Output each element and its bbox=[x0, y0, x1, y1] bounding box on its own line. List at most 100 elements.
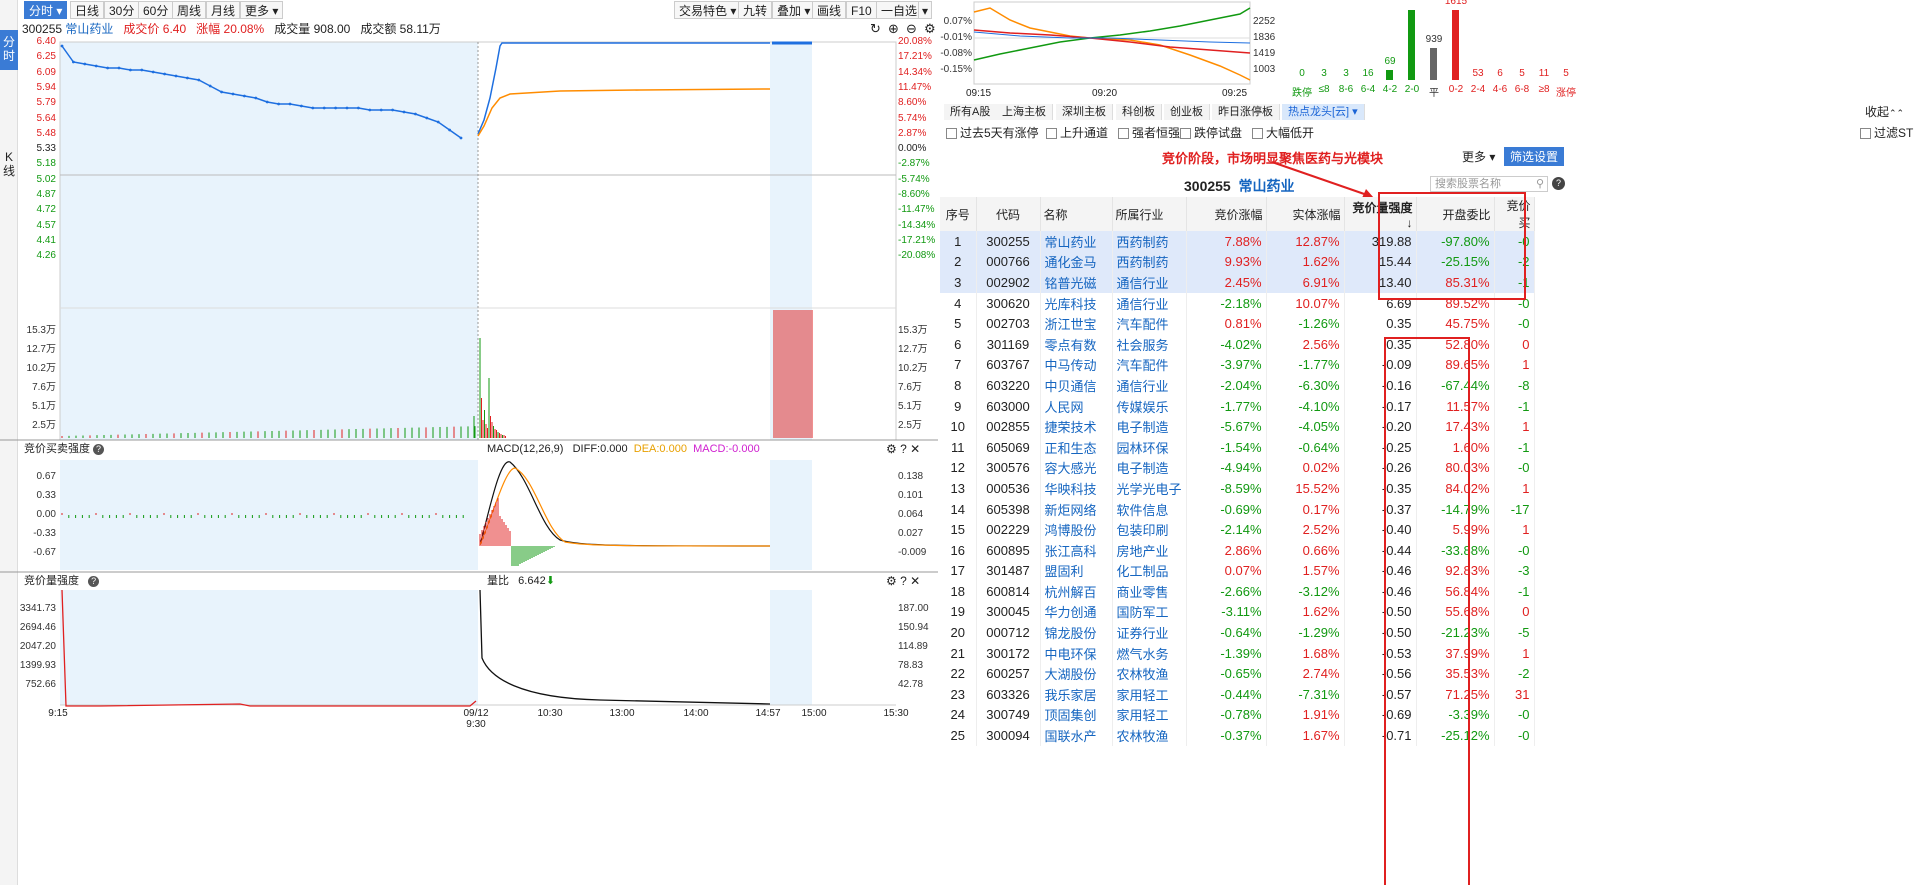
tab-daily[interactable]: 日线 bbox=[70, 1, 105, 19]
table-row[interactable]: 21 300172 中电环保 燃气水务 -1.39% 1.68% -0.53 37.99% 1 bbox=[940, 642, 1535, 664]
stock-name[interactable]: 常山药业 bbox=[65, 22, 114, 36]
tab-30min[interactable]: 30分 bbox=[104, 1, 140, 19]
help-icon[interactable]: ? bbox=[88, 576, 100, 587]
panel-close-icon[interactable]: ✕ bbox=[910, 442, 921, 456]
column-header[interactable]: 竞价量强度↓ bbox=[1344, 197, 1417, 231]
time-tick: 09/12 9:30 bbox=[463, 708, 489, 730]
table-cell: 园林环保 bbox=[1112, 436, 1187, 458]
filter-checkbox[interactable]: 大幅低开 bbox=[1252, 126, 1314, 140]
market-tab[interactable]: 所有A股 bbox=[944, 104, 998, 120]
panel-settings-icon[interactable]: ⚙ bbox=[886, 442, 897, 456]
market-tab[interactable]: 科创板 bbox=[1116, 104, 1162, 120]
stock-search-input[interactable]: 搜索股票名称 ⚲ bbox=[1430, 176, 1548, 192]
table-cell: 23 bbox=[940, 684, 977, 705]
filter-st[interactable]: 过滤ST bbox=[1860, 126, 1913, 140]
tab-weekly[interactable]: 周线 bbox=[172, 1, 207, 19]
distribution-label: 6-8 bbox=[1514, 84, 1530, 95]
table-cell: 通化金马 bbox=[1040, 251, 1113, 273]
watchlist-button[interactable]: 一自选 bbox=[876, 1, 923, 19]
filter-checkbox[interactable]: 强者恒强 bbox=[1118, 126, 1180, 140]
panel-help-icon[interactable]: ? bbox=[900, 442, 907, 456]
table-row[interactable]: 23 603326 我乐家居 家用轻工 -0.44% -7.31% -0.57 71.25% 3… bbox=[940, 684, 1535, 705]
column-header[interactable]: 实体涨幅 bbox=[1266, 197, 1345, 231]
table-cell: 1 bbox=[1494, 519, 1535, 540]
table-row[interactable]: 15 002229 鸿博股份 包装印刷 -2.14% 2.52% -0.40 5.99% 1 bbox=[940, 519, 1535, 540]
settings-gear-icon[interactable]: ⚙ bbox=[924, 21, 936, 36]
table-cell: 电子制造 bbox=[1112, 457, 1187, 479]
price-point bbox=[322, 106, 326, 110]
table-row[interactable]: 22 600257 大湖股份 农林牧渔 -0.65% 2.74% -0.56 35.53% -2 bbox=[940, 663, 1535, 685]
filter-checkbox[interactable]: 跌停试盘 bbox=[1180, 126, 1242, 140]
table-row[interactable]: 18 600814 杭州解百 商业零售 -2.66% -3.12% -0.46 56.84% -… bbox=[940, 581, 1535, 602]
table-help-icon[interactable]: ? bbox=[1552, 177, 1565, 190]
overlay-button[interactable]: 叠加 ▾ bbox=[772, 1, 816, 19]
table-cell: 31 bbox=[1494, 684, 1535, 705]
draw-line-button[interactable]: 画线 bbox=[812, 1, 847, 19]
nine-turn-button[interactable]: 九转 bbox=[738, 1, 773, 19]
table-row[interactable]: 6 301169 零点有数 社会服务 -4.02% 2.56% 0.35 52.80% 0 bbox=[940, 333, 1535, 355]
table-row[interactable]: 3 002902 铭普光磁 通信行业 2.45% 6.91% 13.40 85.31% -1 bbox=[940, 272, 1535, 293]
distribution-count: 11 bbox=[1538, 68, 1550, 79]
table-cell: 300749 bbox=[976, 704, 1041, 726]
table-row[interactable]: 5 002703 浙江世宝 汽车配件 0.81% -1.26% 0.35 45.75% -0 bbox=[940, 313, 1535, 334]
table-row[interactable]: 10 002855 捷荣技术 电子制造 -5.67% -4.05% -0.20 17.43% 1 bbox=[940, 416, 1535, 437]
table-row[interactable]: 24 300749 顶固集创 家用轻工 -0.78% 1.91% -0.69 -3.39% -0 bbox=[940, 704, 1535, 726]
table-row[interactable]: 16 600895 张江高科 房地产业 2.86% 0.66% -0.44 -33.88% -0 bbox=[940, 539, 1535, 561]
f10-button[interactable]: F10 bbox=[846, 1, 877, 19]
market-tab[interactable]: 昨日涨停板 bbox=[1212, 104, 1280, 120]
column-header[interactable]: 开盘委比 bbox=[1416, 197, 1495, 231]
table-row[interactable]: 13 000536 华映科技 光学光电子 -8.59% 15.52% -0.35 84.02%… bbox=[940, 478, 1535, 499]
market-tab[interactable]: 热点龙头[云] ▾ bbox=[1282, 104, 1365, 120]
column-header[interactable]: 序号 bbox=[940, 197, 977, 231]
table-row[interactable]: 11 605069 正和生态 园林环保 -1.54% -0.64% -0.25 1.60% -1 bbox=[940, 436, 1535, 458]
column-header[interactable]: 所属行业 bbox=[1112, 197, 1187, 231]
market-tab[interactable]: 创业板 bbox=[1164, 104, 1210, 120]
column-header[interactable]: 名称 bbox=[1040, 197, 1113, 231]
filter-checkbox[interactable]: 上升通道 bbox=[1046, 126, 1108, 140]
table-row[interactable]: 20 000712 锦龙股份 证券行业 -0.64% -1.29% -0.50 -21.23%… bbox=[940, 622, 1535, 643]
table-row[interactable]: 12 300576 容大感光 电子制造 -4.94% 0.02% -0.26 80.03% -0 bbox=[940, 457, 1535, 479]
table-row[interactable]: 14 605398 新炬网络 软件信息 -0.69% 0.17% -0.37 -14.79% -… bbox=[940, 498, 1535, 520]
market-tab[interactable]: 深圳主板 bbox=[1056, 104, 1113, 120]
intraday-chart[interactable] bbox=[0, 38, 938, 885]
tab-monthly[interactable]: 月线 bbox=[206, 1, 241, 19]
table-row[interactable]: 7 603767 中马传动 汽车配件 -3.97% -1.77% -0.09 89.65% 1 bbox=[940, 354, 1535, 376]
vtab-kline[interactable]: K线 bbox=[2, 150, 15, 178]
refresh-icon[interactable]: ↻ bbox=[870, 21, 881, 36]
tab-more[interactable]: 更多 ▾ bbox=[240, 1, 284, 19]
screen-settings-button[interactable]: 筛选设置 bbox=[1504, 147, 1565, 166]
vtab-intraday[interactable]: 分时 bbox=[0, 30, 18, 70]
panel-settings-icon[interactable]: ⚙ bbox=[886, 574, 897, 588]
market-tab[interactable]: 上海主板 bbox=[996, 104, 1053, 120]
axis-tick: 0.33 bbox=[36, 490, 56, 501]
table-row[interactable]: 4 300620 光库科技 通信行业 -2.18% 10.07% 6.69 89.52% -0 bbox=[940, 292, 1535, 314]
tab-60min[interactable]: 60分 bbox=[138, 1, 174, 19]
table-row[interactable]: 25 300094 国联水产 农林牧渔 -0.37% 1.67% -0.71 -25.12% -… bbox=[940, 725, 1535, 746]
zoom-in-icon[interactable]: ⊕ bbox=[888, 21, 899, 36]
panel-help-icon[interactable]: ? bbox=[900, 574, 907, 588]
table-row[interactable]: 9 603000 人民网 传媒娱乐 -1.77% -4.10% -0.17 11.57% -1 bbox=[940, 395, 1535, 417]
filter-checkbox[interactable]: 过去5天有涨停 bbox=[946, 126, 1039, 140]
table-row[interactable]: 2 000766 通化金马 西药制药 9.93% 1.62% 15.44 -25.15% -2 bbox=[940, 251, 1535, 273]
panel-close-icon[interactable]: ✕ bbox=[910, 574, 921, 588]
table-row[interactable]: 1 300255 常山药业 西药制药 7.88% 12.87% 319.88 -97.80% -… bbox=[940, 231, 1535, 252]
collapse-button[interactable]: 收起⌃⌃ bbox=[1865, 105, 1905, 119]
table-cell: 7 bbox=[940, 354, 977, 376]
table-cell: 西药制药 bbox=[1112, 251, 1187, 273]
column-header[interactable]: 竞价涨幅 bbox=[1186, 197, 1267, 231]
table-cell: -3.12% bbox=[1266, 581, 1345, 602]
table-cell: 000712 bbox=[976, 622, 1041, 643]
column-header[interactable]: 代码 bbox=[976, 197, 1041, 231]
toolbar-dropdown-icon[interactable]: ▾ bbox=[918, 1, 932, 19]
time-tick: 13:00 bbox=[609, 708, 635, 719]
tab-intraday[interactable]: 分时 ▾ bbox=[24, 1, 68, 19]
trade-feature-button[interactable]: 交易特色 ▾ bbox=[674, 1, 742, 19]
table-row[interactable]: 19 300045 华力创通 国防军工 -3.11% 1.62% -0.50 55.68% 0 bbox=[940, 601, 1535, 623]
help-icon[interactable]: ? bbox=[93, 444, 105, 455]
more-button[interactable]: 更多 ▾ bbox=[1462, 150, 1496, 164]
dea-line bbox=[479, 467, 771, 547]
table-cell: 6 bbox=[940, 333, 977, 355]
table-row[interactable]: 17 301487 盟固利 化工制品 0.07% 1.57% -0.46 92.83% -3 bbox=[940, 560, 1535, 582]
table-row[interactable]: 8 603220 中贝通信 通信行业 -2.04% -6.30% -0.16 -67.44% -… bbox=[940, 375, 1535, 396]
zoom-out-icon[interactable]: ⊖ bbox=[906, 21, 917, 36]
